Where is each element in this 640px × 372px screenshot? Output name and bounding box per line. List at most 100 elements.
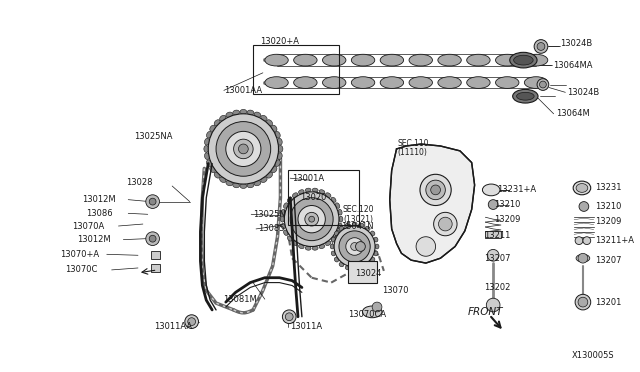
Circle shape	[438, 217, 452, 231]
Circle shape	[474, 55, 483, 65]
Ellipse shape	[233, 183, 239, 188]
Ellipse shape	[331, 197, 336, 202]
Bar	[485, 231, 501, 238]
Ellipse shape	[335, 203, 340, 208]
Ellipse shape	[240, 109, 247, 114]
Ellipse shape	[281, 209, 285, 215]
Text: 13070A: 13070A	[72, 221, 104, 231]
Text: 13201: 13201	[595, 298, 621, 307]
Ellipse shape	[214, 120, 220, 126]
Ellipse shape	[275, 160, 280, 166]
Text: 13070C: 13070C	[65, 265, 97, 275]
Ellipse shape	[351, 77, 375, 89]
Bar	[150, 264, 161, 272]
Ellipse shape	[345, 266, 350, 270]
Ellipse shape	[374, 237, 378, 242]
Ellipse shape	[351, 54, 375, 66]
Circle shape	[426, 180, 445, 200]
Circle shape	[488, 200, 498, 209]
Ellipse shape	[495, 54, 519, 66]
Polygon shape	[390, 144, 475, 263]
Circle shape	[339, 231, 370, 262]
Ellipse shape	[345, 223, 350, 227]
Text: 13210: 13210	[494, 200, 520, 209]
Ellipse shape	[509, 52, 537, 68]
Ellipse shape	[254, 112, 261, 117]
Circle shape	[149, 198, 156, 205]
Ellipse shape	[205, 138, 209, 145]
Ellipse shape	[271, 125, 277, 131]
Bar	[253, 45, 339, 94]
Text: 13211: 13211	[484, 231, 511, 240]
Circle shape	[285, 313, 293, 321]
Text: 13210: 13210	[595, 202, 621, 211]
Text: X130005S: X130005S	[572, 351, 614, 360]
Ellipse shape	[271, 166, 277, 173]
Circle shape	[531, 78, 541, 87]
Ellipse shape	[277, 153, 282, 160]
Circle shape	[298, 205, 325, 233]
Ellipse shape	[365, 263, 370, 267]
Circle shape	[271, 55, 282, 65]
Circle shape	[540, 81, 547, 88]
Circle shape	[358, 78, 368, 87]
Ellipse shape	[294, 77, 317, 89]
Ellipse shape	[323, 54, 346, 66]
Ellipse shape	[483, 184, 500, 196]
Ellipse shape	[331, 236, 336, 241]
Circle shape	[358, 55, 368, 65]
Ellipse shape	[240, 183, 247, 189]
Circle shape	[301, 78, 310, 87]
Circle shape	[234, 139, 253, 159]
Ellipse shape	[339, 216, 343, 222]
Circle shape	[356, 242, 365, 251]
Text: 13070: 13070	[382, 286, 408, 295]
Ellipse shape	[220, 115, 226, 121]
Ellipse shape	[210, 166, 215, 173]
Circle shape	[416, 55, 426, 65]
Ellipse shape	[514, 55, 533, 65]
Ellipse shape	[298, 244, 304, 248]
Text: 13064MA: 13064MA	[553, 61, 592, 70]
Ellipse shape	[409, 77, 433, 89]
Bar	[150, 251, 161, 259]
Circle shape	[578, 297, 588, 307]
Ellipse shape	[365, 226, 370, 231]
Circle shape	[420, 174, 451, 205]
Circle shape	[387, 78, 397, 87]
Circle shape	[431, 185, 440, 195]
Ellipse shape	[352, 222, 357, 226]
Text: 13064M: 13064M	[556, 109, 589, 118]
Circle shape	[351, 243, 358, 250]
Circle shape	[208, 114, 278, 184]
Ellipse shape	[573, 181, 591, 195]
Ellipse shape	[576, 183, 588, 192]
Text: (13021): (13021)	[343, 215, 373, 224]
Circle shape	[579, 202, 589, 211]
Ellipse shape	[374, 251, 378, 256]
Ellipse shape	[292, 193, 298, 198]
Circle shape	[330, 55, 339, 65]
Ellipse shape	[204, 145, 209, 153]
Text: 13025N: 13025N	[253, 210, 286, 219]
Ellipse shape	[467, 54, 490, 66]
Text: 13209: 13209	[595, 217, 621, 226]
Circle shape	[305, 212, 319, 226]
Ellipse shape	[338, 209, 342, 215]
Circle shape	[290, 198, 333, 241]
Circle shape	[216, 122, 271, 176]
Circle shape	[445, 55, 454, 65]
Ellipse shape	[513, 89, 538, 103]
Ellipse shape	[261, 115, 267, 121]
Circle shape	[387, 55, 397, 65]
Ellipse shape	[207, 131, 212, 138]
Ellipse shape	[438, 54, 461, 66]
Circle shape	[346, 238, 364, 255]
Text: 13024B: 13024B	[561, 39, 593, 48]
Circle shape	[308, 216, 315, 222]
Ellipse shape	[326, 193, 331, 198]
Circle shape	[301, 55, 310, 65]
Ellipse shape	[284, 230, 288, 235]
Circle shape	[487, 249, 499, 261]
Circle shape	[271, 78, 282, 87]
